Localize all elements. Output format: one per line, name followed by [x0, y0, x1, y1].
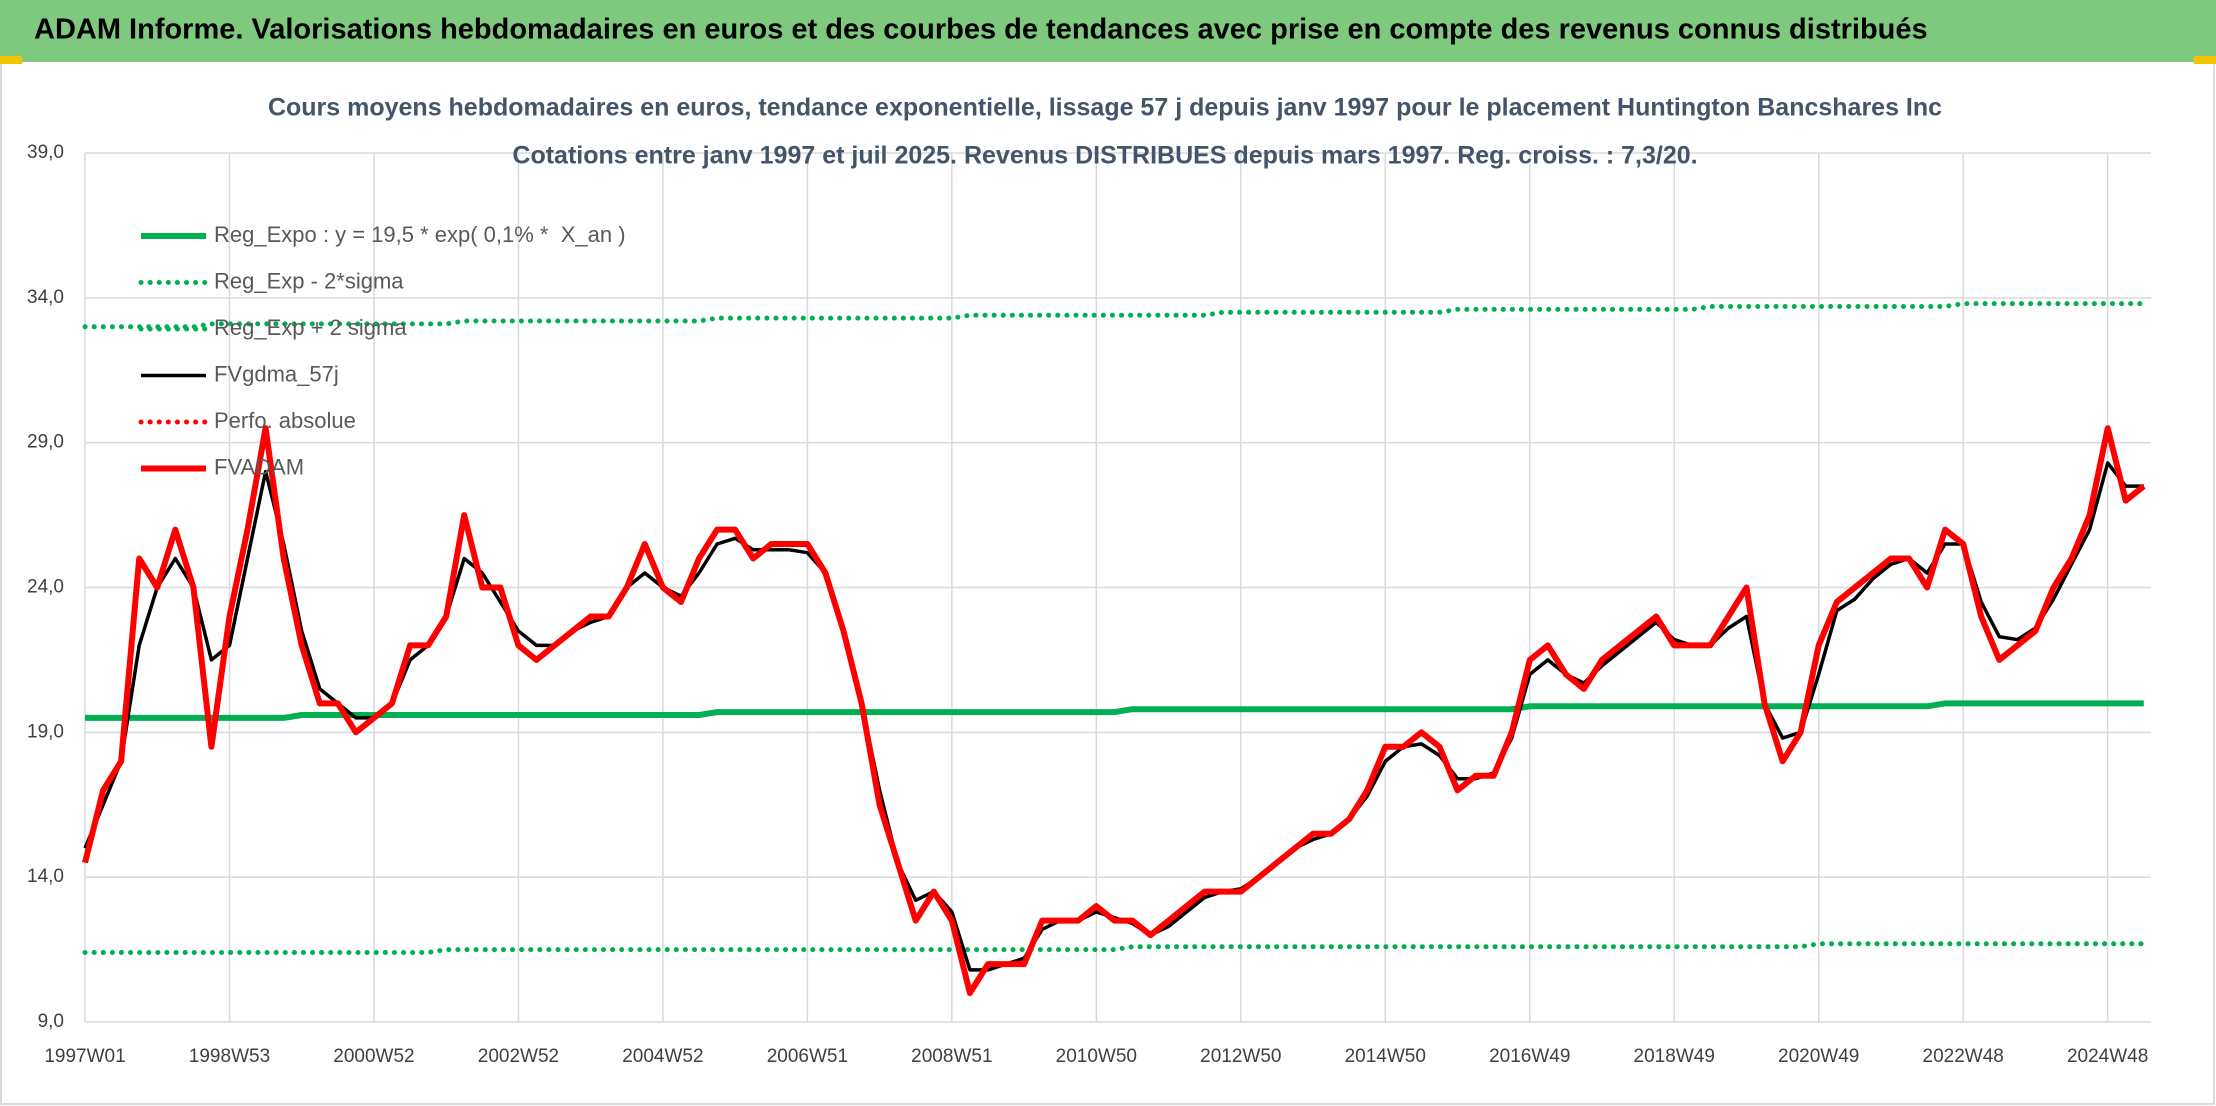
- x-tick-label: 2020W49: [1778, 1046, 1859, 1067]
- chart-title: Cours moyens hebdomadaires en euros, ten…: [268, 94, 1942, 122]
- corner-mark: [0, 56, 22, 64]
- chart-subtitle: Cotations entre janv 1997 et juil 2025. …: [512, 142, 1697, 170]
- legend-label: Perfo. absolue: [214, 408, 356, 433]
- x-tick-label: 2022W48: [1923, 1046, 2004, 1067]
- plot-lines: [82, 301, 2147, 996]
- series-line: [82, 301, 2147, 330]
- x-tick-label: 2016W49: [1489, 1046, 1570, 1067]
- x-tick-label: 2014W50: [1345, 1046, 1426, 1067]
- x-tick-label: 1998W53: [189, 1046, 270, 1067]
- y-tick-label: 39,0: [27, 142, 64, 163]
- x-tick-label: 2008W51: [911, 1046, 992, 1067]
- legend: Reg_Expo : y = 19,5 * exp( 0,1% * X_an )…: [138, 222, 626, 479]
- x-tick-label: 2012W50: [1200, 1046, 1281, 1067]
- y-tick-label: 24,0: [27, 577, 64, 598]
- series-line: [85, 700, 2144, 721]
- legend-label: FVgdma_57j: [214, 361, 339, 386]
- legend-label: Reg_Exp + 2 sigma: [214, 315, 407, 340]
- corner-mark: [2194, 56, 2216, 64]
- x-tick-label: 2006W51: [767, 1046, 848, 1067]
- legend-label: Reg_Expo : y = 19,5 * exp( 0,1% * X_an ): [214, 222, 626, 247]
- x-tick-label: 1997W01: [44, 1046, 125, 1067]
- grid: 9,0 14,0 19,0 24,0 29,0 34,0 39,0 1997W01 1998W5…: [27, 142, 2151, 1067]
- x-tick-label: 2010W50: [1056, 1046, 1137, 1067]
- y-tick-label: 14,0: [27, 866, 64, 887]
- x-tick-label: 2024W48: [2067, 1046, 2148, 1067]
- y-tick-label: 29,0: [27, 432, 64, 453]
- y-tick-label: 19,0: [27, 721, 64, 742]
- y-tick-label: 34,0: [27, 287, 64, 308]
- header-title: ADAM Informe. Valorisations hebdomadaire…: [34, 14, 1928, 46]
- y-tick-label: 9,0: [38, 1011, 64, 1032]
- legend-label: FVADAM: [214, 454, 304, 479]
- x-tick-label: 2004W52: [622, 1046, 703, 1067]
- x-tick-label: 2000W52: [333, 1046, 414, 1067]
- series-line: [82, 941, 2147, 955]
- legend-label: Reg_Exp - 2*sigma: [214, 268, 404, 293]
- header-bar: [0, 0, 2216, 62]
- x-tick-label: 2018W49: [1634, 1046, 1715, 1067]
- series-line: [82, 425, 2146, 996]
- x-tick-label: 2002W52: [478, 1046, 559, 1067]
